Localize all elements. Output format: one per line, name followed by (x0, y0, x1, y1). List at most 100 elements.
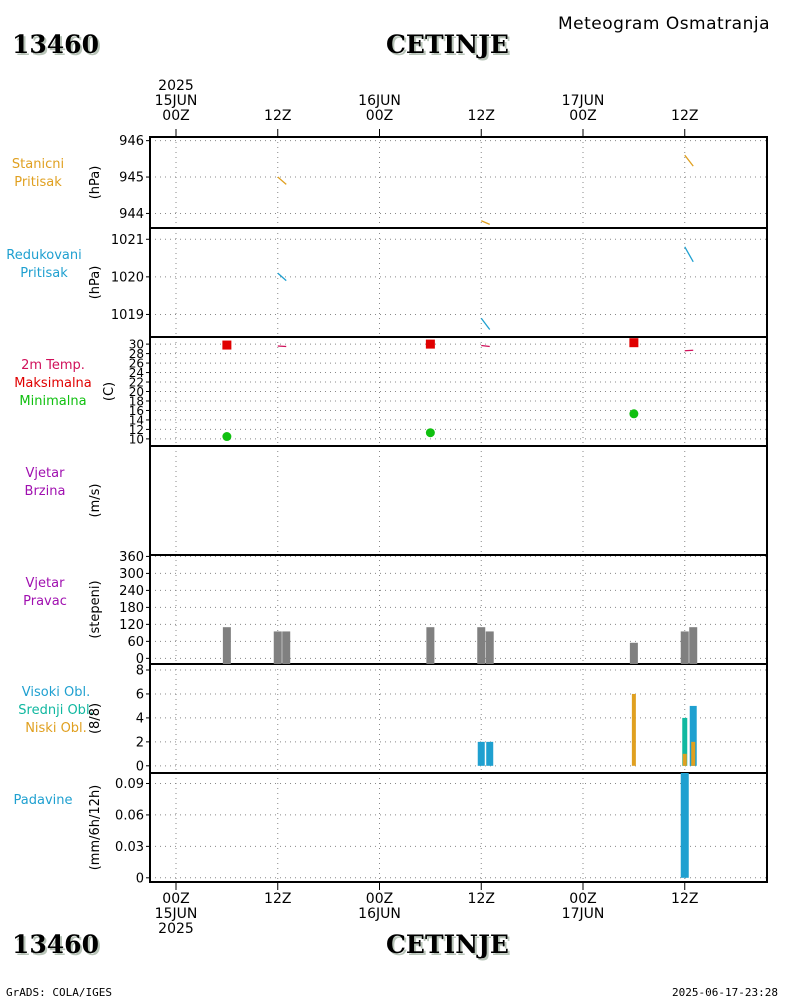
reduced-pressure-segment (277, 272, 287, 282)
reduced-pressure-segment (480, 317, 491, 330)
unit-label: (m/s) (88, 484, 103, 518)
wind-direction-bar (689, 627, 698, 664)
unit-label: (hPa) (88, 266, 103, 300)
wind-direction-bar (680, 631, 689, 664)
unit-label: (C) (102, 382, 117, 401)
wind-direction-bar (426, 627, 435, 664)
station-id: 13460 (12, 30, 99, 59)
low-cloud-bar (682, 753, 687, 766)
wind-direction-bar (629, 642, 638, 664)
tick-hour: 00Z (365, 891, 394, 907)
unit-label: (stepeni) (88, 580, 103, 638)
y-tick-label: 60 (127, 635, 144, 650)
y-tick-label: 240 (119, 584, 144, 599)
footer-credit: GrADS: COLA/IGES (6, 986, 112, 999)
y-tick-label: 0 (136, 759, 144, 774)
min-temp-marker (425, 428, 435, 438)
station-pressure-segment (480, 220, 490, 225)
y-tick-label: 180 (119, 601, 144, 616)
y-tick-label: 2 (136, 735, 144, 750)
tick-hour: 12Z (671, 891, 699, 907)
precipitation-label: Padavine (0, 792, 86, 810)
y-tick-label: 10 (129, 432, 144, 446)
tick-hour: 00Z (365, 108, 394, 124)
time-tick-label: 12Z (441, 892, 521, 937)
y-tick-label: 28 (129, 347, 144, 361)
wind-direction-label-line-2: Pravac (23, 594, 67, 609)
clouds-label: Visoki Obl. Srednji Obl. Niski Obl. (0, 684, 112, 738)
y-tick-label: 14 (129, 413, 144, 427)
y-tick-label: 945 (119, 171, 144, 186)
time-tick-label: 12Z (645, 892, 725, 937)
low-cloud-bar (691, 741, 696, 766)
station-name: CETINJE (386, 30, 509, 59)
min-temp-marker (222, 432, 232, 442)
wind-direction-bar (282, 631, 291, 664)
high-cloud-bar (477, 741, 485, 766)
reduced-pressure-label-line-1: Redukovani (6, 248, 82, 263)
y-tick-label: 1020 (111, 270, 144, 285)
time-tick-label: 12Z (238, 79, 318, 124)
footer-timestamp: 2025-06-17-23:28 (672, 986, 778, 999)
tick-year: 2025 (158, 78, 194, 94)
y-tick-label: 22 (129, 376, 144, 390)
tick-hour: 00Z (569, 891, 597, 907)
y-tick-label: 300 (119, 567, 144, 582)
y-tick-label: 0 (136, 871, 144, 886)
tick-hour: 12Z (467, 108, 495, 124)
tick-date (238, 907, 318, 922)
panel-frame (149, 554, 768, 665)
tick-hour: 12Z (671, 108, 699, 124)
y-tick-label: 12 (129, 423, 144, 437)
wind-direction-bar (477, 627, 486, 664)
high-cloud-bar (486, 741, 494, 766)
tick-date: 17JUN (561, 906, 605, 922)
reduced-pressure-label-line-2: Pritisak (20, 266, 68, 281)
temperature-label: 2m Temp. Maksimalna Minimalna (0, 357, 106, 411)
time-tick-label: 16JUN 00Z (340, 79, 420, 124)
tick-hour: 12Z (467, 891, 495, 907)
y-tick-label: 946 (119, 134, 144, 149)
temperature-label-line-3: Minimalna (19, 394, 87, 409)
tick-hour: 00Z (162, 891, 190, 907)
tick-date: 15JUN (154, 93, 198, 109)
panel-frame (149, 445, 768, 556)
wind-direction-bar (273, 631, 282, 664)
panel-frame (149, 772, 768, 883)
station-pressure-label: Stanicni Pritisak (0, 156, 76, 192)
y-tick-label: 0.03 (115, 840, 144, 855)
y-tick-label: 0 (136, 652, 144, 667)
station-pressure-label-line-1: Stanicni (11, 157, 65, 172)
footer-station-name: CETINJE (386, 930, 509, 959)
y-tick-label: 20 (129, 385, 144, 399)
panel-frame (149, 663, 768, 774)
station-pressure-segment (277, 176, 287, 185)
tick-year (238, 922, 318, 937)
high-cloud-bar (689, 705, 697, 766)
tick-date (645, 907, 725, 922)
max-temp-marker (222, 340, 232, 350)
y-tick-label: 16 (129, 404, 144, 418)
tick-date: 16JUN (358, 906, 401, 922)
tick-year: 2025 (158, 921, 194, 937)
unit-label: (hPa) (88, 166, 103, 200)
precipitation-label-line-1: Padavine (13, 793, 73, 808)
wind-direction-bar (485, 631, 494, 664)
time-tick-label: 17JUN 00Z (543, 79, 623, 124)
tick-date: 16JUN (358, 93, 401, 109)
clouds-label-line-2: Srednji Obl. (18, 703, 94, 718)
max-temp-marker (629, 338, 639, 348)
tick-hour: 12Z (264, 891, 292, 907)
y-tick-label: 0.06 (115, 808, 144, 823)
panel-frame (149, 336, 768, 447)
wind-speed-label: Vjetar Brzina (0, 465, 90, 501)
tick-date (441, 907, 521, 922)
temperature-label-line-1: 2m Temp. (21, 358, 85, 373)
clouds-label-line-3: Niski Obl. (25, 721, 87, 736)
time-tick-label: 2025 15JUN 00Z (136, 79, 216, 124)
y-tick-label: 18 (129, 394, 144, 408)
wind-speed-label-line-2: Brzina (24, 484, 66, 499)
tick-date: 17JUN (561, 93, 605, 109)
meteogram-title: Meteogram Osmatranja (558, 14, 771, 34)
tick-year (645, 922, 725, 937)
